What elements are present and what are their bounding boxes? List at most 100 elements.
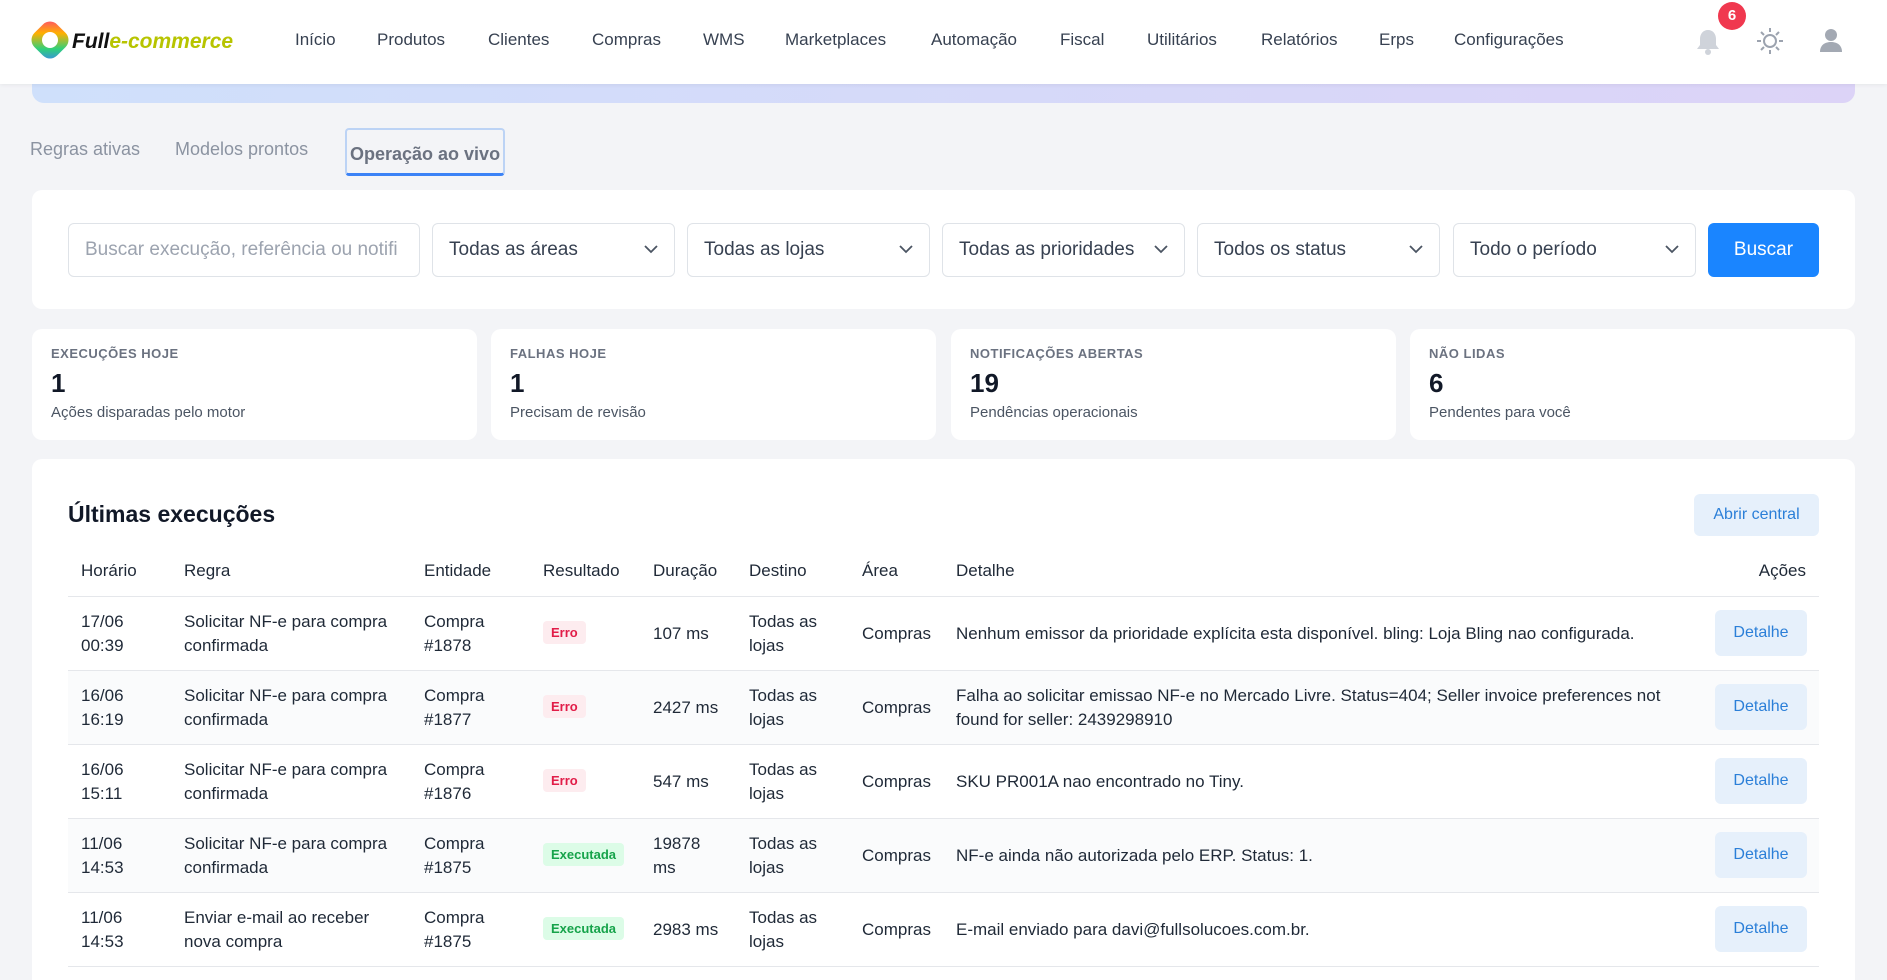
cell-duration: 19878 ms	[653, 834, 701, 877]
cell-area: Compras	[862, 772, 931, 791]
cell-time: 14:53	[81, 858, 124, 877]
column-header: Resultado	[543, 561, 620, 580]
nav-item[interactable]: Marketplaces	[785, 30, 887, 49]
column-header: Detalhe	[956, 561, 1015, 580]
stat-caption: Pendências operacionais	[970, 404, 1138, 421]
detail-button[interactable]: Detalhe	[1715, 832, 1807, 878]
cell-entity: Compra #1878	[424, 612, 485, 655]
filter-select[interactable]: Todas as lojas	[687, 223, 930, 277]
table-title: Últimas execuções	[68, 501, 276, 527]
nav-item[interactable]: Relatórios	[1261, 30, 1338, 49]
search-input[interactable]: Buscar execução, referência ou notifi	[68, 223, 420, 277]
tab[interactable]: Operação ao vivo	[345, 128, 506, 176]
tab[interactable]: Regras ativas	[30, 139, 141, 159]
search-button[interactable]: Buscar	[1708, 223, 1819, 277]
table-row: 11/06 14:53 Enviar e-mail ao receber nova …	[68, 893, 1819, 967]
filter-select[interactable]: Todas as prioridades	[942, 223, 1185, 277]
cell-duration: 107 ms	[653, 624, 709, 643]
chevron	[1409, 245, 1423, 254]
notification-badge: 6	[1718, 2, 1746, 30]
logo-brand: Full	[72, 30, 110, 53]
cell-date: 16/06	[81, 760, 124, 779]
result-badge: Erro	[543, 769, 586, 792]
cell-rule: Enviar e-mail ao receber nova compra	[184, 908, 370, 951]
user-icon[interactable]	[1818, 27, 1844, 53]
stat-label: EXECUÇÕES HOJE	[51, 346, 179, 361]
stat-caption: Precisam de revisão	[510, 404, 646, 421]
stat-card: FALHAS HOJE 1 Precisam de revisão	[491, 329, 936, 440]
chevron	[899, 245, 913, 254]
column-header: Horário	[81, 561, 137, 580]
cell-time: 16:19	[81, 710, 124, 729]
stat-value: 1	[51, 368, 66, 398]
nav-item[interactable]: Clientes	[488, 30, 550, 49]
detail-button[interactable]: Detalhe	[1715, 684, 1807, 730]
chevron	[1665, 245, 1679, 254]
cell-detail: NF-e ainda não autorizada pelo ERP. Stat…	[956, 846, 1313, 865]
nav-item[interactable]: WMS	[703, 30, 745, 49]
open-center-button[interactable]: Abrir central	[1694, 494, 1819, 536]
nav-item[interactable]: Compras	[592, 30, 661, 49]
cell-detail: Nenhum emissor da prioridade explícita e…	[956, 624, 1635, 643]
filter-select[interactable]: Todo o período	[1453, 223, 1696, 277]
nav-item[interactable]: Configurações	[1454, 30, 1564, 49]
detail-button[interactable]: Detalhe	[1715, 758, 1807, 804]
nav-item[interactable]: Início	[295, 30, 336, 49]
cell-entity: Compra #1875	[424, 834, 485, 877]
detail-button[interactable]: Detalhe	[1715, 610, 1807, 656]
detail-button[interactable]: Detalhe	[1715, 906, 1807, 952]
cell-rule: Solicitar NF-e para compra confirmada	[184, 612, 388, 655]
cell-date: 11/06	[81, 834, 123, 853]
column-header: Área	[862, 561, 898, 580]
cell-detail: Falha ao solicitar emissao NF-e no Merca…	[956, 686, 1661, 729]
table-row: 16/06 15:11 Solicitar NF-e para compra con…	[68, 745, 1819, 819]
result-badge: Erro	[543, 695, 586, 718]
stat-card: EXECUÇÕES HOJE 1 Ações disparadas pelo mot…	[32, 329, 477, 440]
cell-entity: Compra #1876	[424, 760, 485, 803]
nav-item[interactable]: Utilitários	[1147, 30, 1217, 49]
cell-target: Todas as lojas	[749, 834, 818, 877]
stat-caption: Pendentes para você	[1429, 404, 1571, 421]
stat-value: 1	[510, 368, 525, 398]
cell-detail: SKU PR001A nao encontrado no Tiny.	[956, 772, 1244, 791]
stat-label: NOTIFICAÇÕES ABERTAS	[970, 346, 1144, 361]
tab[interactable]: Modelos prontos	[175, 139, 309, 159]
theme-icon[interactable]	[1756, 27, 1784, 55]
cell-duration: 2983 ms	[653, 920, 719, 939]
nav-item[interactable]: Erps	[1379, 30, 1414, 49]
result-badge: Executada	[543, 843, 625, 866]
logo-icon	[31, 21, 69, 59]
cell-duration: 2427 ms	[653, 698, 719, 717]
cell-date: 16/06	[81, 686, 124, 705]
stat-label: FALHAS HOJE	[510, 346, 607, 361]
column-header: Destino	[749, 561, 807, 580]
chevron	[1154, 245, 1168, 254]
filter-select[interactable]: Todas as áreas	[432, 223, 675, 277]
bell-icon[interactable]	[1695, 27, 1721, 55]
cell-target: Todas as lojas	[749, 612, 818, 655]
nav-item[interactable]: Automação	[931, 30, 1017, 49]
nav-item[interactable]: Produtos	[377, 30, 446, 49]
column-header: Ações	[1758, 561, 1806, 580]
cell-duration: 547 ms	[653, 772, 709, 791]
result-badge: Executada	[543, 917, 625, 940]
stat-value: 19	[970, 368, 999, 398]
table-row: 17/06 00:39 Solicitar NF-e para compra con…	[68, 597, 1819, 671]
filter-select[interactable]: Todos os status	[1197, 223, 1440, 277]
cell-rule: Solicitar NF-e para compra confirmada	[184, 834, 388, 877]
stat-label: NÃO LIDAS	[1429, 346, 1505, 361]
stat-card: NÃO LIDAS 6 Pendentes para você	[1410, 329, 1855, 440]
table-row: 16/06 16:19 Solicitar NF-e para compra con…	[68, 671, 1819, 745]
cell-date: 17/06	[81, 612, 124, 631]
stat-value: 6	[1429, 368, 1444, 398]
nav-item[interactable]: Fiscal	[1060, 30, 1105, 49]
cell-target: Todas as lojas	[749, 760, 818, 803]
cell-area: Compras	[862, 920, 931, 939]
cell-target: Todas as lojas	[749, 686, 818, 729]
column-header: Entidade	[424, 561, 492, 580]
stat-card: NOTIFICAÇÕES ABERTAS 19 Pendências operaci…	[951, 329, 1396, 440]
result-badge: Erro	[543, 621, 586, 644]
chevron	[644, 245, 658, 254]
